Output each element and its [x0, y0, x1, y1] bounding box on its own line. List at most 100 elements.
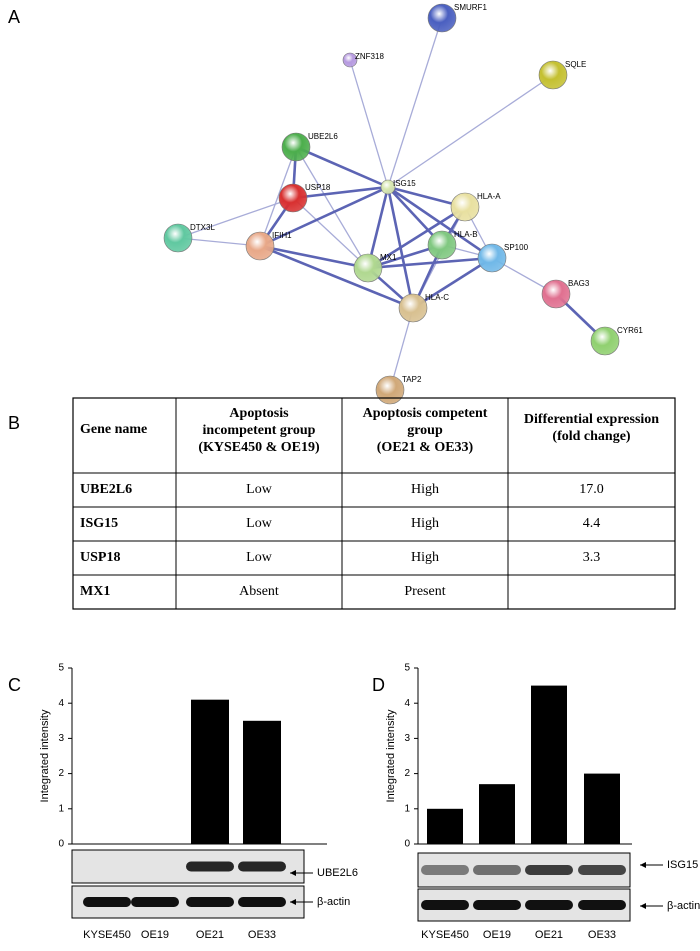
network-edge: [259, 244, 369, 270]
table-cell: 17.0: [579, 482, 604, 497]
panel-label: C: [8, 675, 21, 695]
x-tick-label: OE21: [196, 929, 224, 941]
network-edge: [295, 146, 369, 269]
network-node: [342, 52, 358, 68]
arrow-head: [640, 862, 646, 868]
table-cell: High: [411, 482, 439, 497]
network-node: [245, 231, 275, 261]
network-node: [278, 183, 308, 213]
table-header-line: incompetent group: [203, 423, 316, 438]
panel-label: A: [8, 7, 20, 27]
table-cell: Low: [246, 482, 273, 497]
bar: [243, 720, 281, 844]
x-tick-label: OE21: [535, 929, 563, 941]
network-node: [163, 223, 193, 253]
network-node: [353, 253, 383, 283]
node-label: CYR61: [617, 326, 643, 335]
network-edge: [367, 205, 466, 270]
x-tick-label: OE33: [588, 929, 616, 941]
blot-band: [525, 900, 573, 910]
network-node: [281, 132, 311, 162]
blot-band: [186, 897, 234, 907]
node-label: SMURF1: [454, 3, 487, 12]
arrow-head: [290, 899, 296, 905]
table-cell: Low: [246, 516, 273, 531]
y-axis-label: Integrated intensity: [385, 709, 397, 802]
table-cell: 4.4: [583, 516, 601, 531]
network-edge: [259, 146, 297, 247]
node-label: HLA-B: [454, 230, 478, 239]
network-node: [541, 279, 571, 309]
network-edge: [292, 197, 369, 269]
network-edge: [367, 256, 493, 270]
node-label: HLA-C: [425, 293, 449, 302]
blot-band: [421, 900, 469, 910]
network-edge: [295, 145, 389, 189]
y-tick-label: 5: [404, 663, 410, 674]
table-cell: Present: [404, 584, 445, 599]
table-cell: Low: [246, 550, 273, 565]
table-cell: Absent: [239, 584, 279, 599]
blot-band: [186, 861, 234, 872]
blot-band: [238, 897, 286, 907]
node-label: MX1: [380, 253, 397, 262]
row-label: UBE2L6: [80, 482, 132, 497]
y-tick-label: 3: [58, 733, 64, 744]
network-node: [398, 293, 428, 323]
y-tick-label: 4: [58, 698, 64, 709]
network-node: [538, 60, 568, 90]
row-label: USP18: [80, 550, 120, 565]
table-header-line: (fold change): [552, 429, 631, 444]
bar: [531, 685, 567, 844]
network-edge: [387, 17, 443, 188]
node-label: HLA-A: [477, 192, 501, 201]
blot-band: [473, 900, 521, 910]
node-label: IFIH1: [272, 231, 292, 240]
y-tick-label: 1: [404, 803, 410, 814]
node-label: DTX3L: [190, 223, 215, 232]
table-header-line: (OE21 & OE33): [377, 440, 474, 455]
x-tick-label: KYSE450: [421, 929, 469, 941]
table-cell: High: [411, 550, 439, 565]
network-node: [427, 230, 457, 260]
blot-label: β-actin: [667, 900, 700, 912]
network-edge: [292, 185, 389, 200]
blot-band: [238, 861, 286, 872]
node-label: TAP2: [402, 375, 422, 384]
node-label: BAG3: [568, 279, 590, 288]
table-header: Apoptosis competent group (OE21 & OE33): [363, 406, 488, 455]
node-label: UBE2L6: [308, 132, 338, 141]
node-label: USP18: [305, 183, 331, 192]
bar: [191, 699, 229, 844]
node-label: ISG15: [393, 179, 416, 188]
table-header: Apoptosis incompetent group (KYSE450 & OE1…: [198, 406, 320, 455]
blot-band: [473, 865, 521, 875]
node-label: SQLE: [565, 60, 586, 69]
arrow-head: [290, 870, 296, 876]
network-node: [427, 3, 457, 33]
arrow-head: [640, 903, 646, 909]
blot-band: [578, 865, 626, 875]
network-edge: [177, 197, 294, 239]
table-header-line: group: [407, 423, 443, 438]
x-tick-label: OE19: [141, 929, 169, 941]
y-tick-label: 2: [58, 768, 64, 779]
blot-label: UBE2L6: [317, 867, 358, 879]
blot-label: β-actin: [317, 896, 350, 908]
node-label: SP100: [504, 243, 529, 252]
table-header-line: Apoptosis competent: [363, 406, 488, 421]
table-header-line: Apoptosis: [229, 406, 289, 421]
network-node: [590, 326, 620, 356]
panel-label: B: [8, 413, 20, 433]
network-node: [477, 243, 507, 273]
table-border: [72, 397, 676, 610]
table-cell: High: [411, 516, 439, 531]
network-edge: [412, 256, 493, 310]
row-label: ISG15: [80, 516, 118, 531]
table-header: Differential expression (fold change): [524, 412, 659, 444]
y-tick-label: 1: [58, 803, 64, 814]
y-tick-label: 4: [404, 698, 410, 709]
y-tick-label: 0: [404, 839, 410, 850]
